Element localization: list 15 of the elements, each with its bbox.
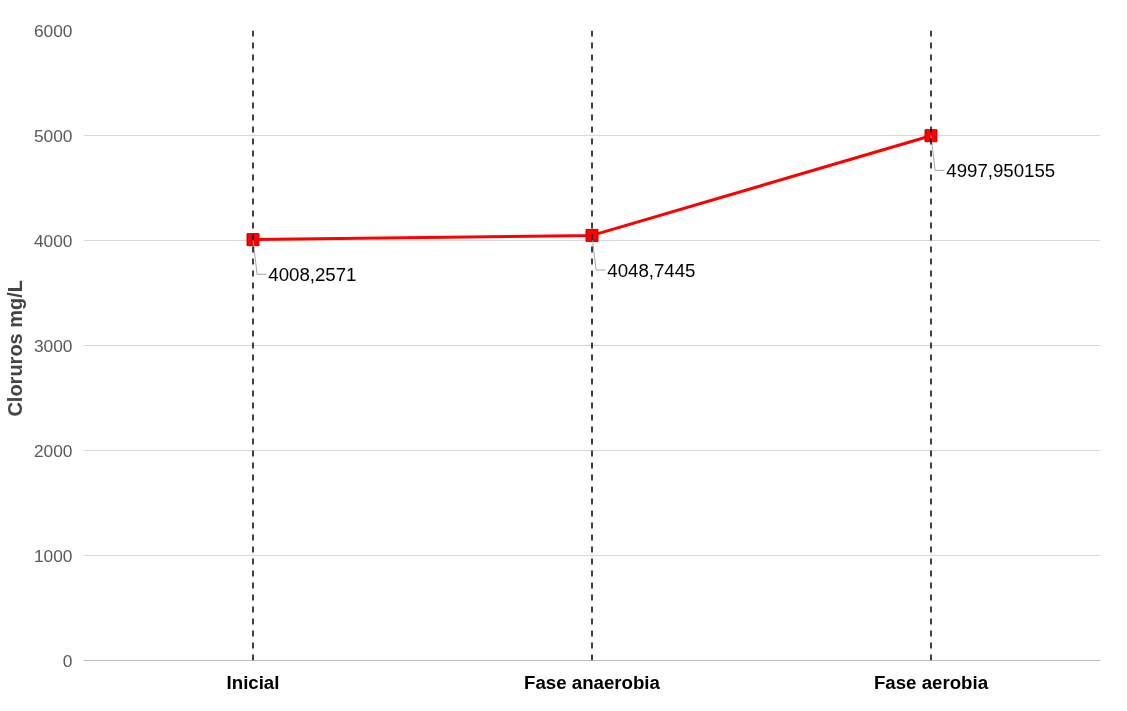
data-label: 4008,2571	[268, 263, 357, 285]
x-tick-label: Inicial	[226, 671, 280, 693]
y-tick-label: 6000	[33, 20, 73, 41]
x-tick-label: Fase aerobia	[873, 671, 989, 693]
data-label: 4997,950155	[946, 159, 1056, 181]
y-axis-title: Cloruros mg/L	[3, 279, 26, 417]
y-tick-label: 1000	[33, 545, 73, 566]
y-tick-label: 3000	[33, 335, 73, 356]
y-tick-label: 4000	[33, 230, 73, 251]
y-tick-label: 0	[62, 650, 73, 671]
y-tick-label: 5000	[33, 125, 73, 146]
y-tick-label: 2000	[33, 440, 73, 461]
data-label: 4048,7445	[607, 259, 696, 281]
x-tick-label: Fase anaerobia	[524, 671, 661, 693]
point	[585, 228, 599, 242]
